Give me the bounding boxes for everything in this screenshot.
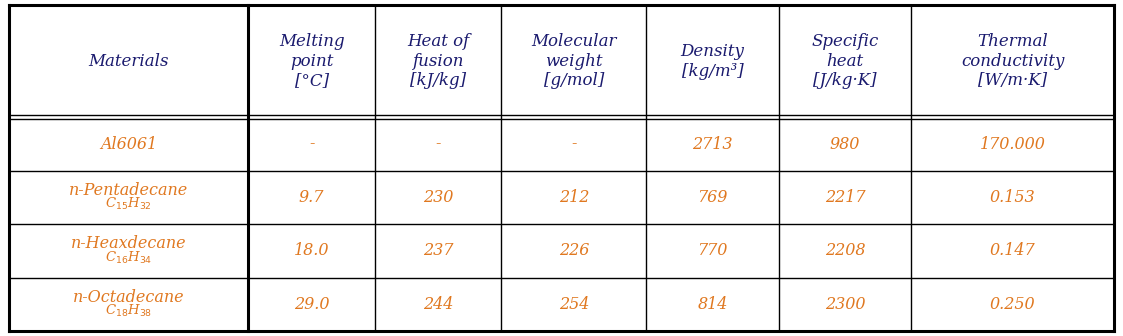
Text: -: -: [572, 135, 576, 153]
Text: Density
[kg/m³]: Density [kg/m³]: [681, 43, 745, 80]
Text: 2300: 2300: [825, 296, 866, 313]
Text: Specific
heat
[J/kg·K]: Specific heat [J/kg·K]: [812, 33, 879, 89]
Text: 814: 814: [697, 296, 728, 313]
Text: 254: 254: [558, 296, 588, 313]
Text: 0.147: 0.147: [989, 242, 1035, 259]
Text: n-Pentadecane: n-Pentadecane: [70, 182, 189, 199]
Text: Heat of
fusion
[kJ/kg]: Heat of fusion [kJ/kg]: [407, 33, 469, 89]
Text: 2713: 2713: [692, 135, 733, 153]
Text: n-Heaxdecane: n-Heaxdecane: [71, 235, 186, 252]
Text: -: -: [436, 135, 441, 153]
Text: 2217: 2217: [825, 189, 866, 206]
Text: 770: 770: [697, 242, 728, 259]
Text: 29.0: 29.0: [294, 296, 329, 313]
Text: 9.7: 9.7: [299, 189, 325, 206]
Text: 980: 980: [830, 135, 860, 153]
Text: Materials: Materials: [89, 53, 168, 70]
Text: Molecular
weight
[g/mol]: Molecular weight [g/mol]: [531, 33, 617, 89]
Text: 230: 230: [423, 189, 454, 206]
Text: Al6061: Al6061: [100, 135, 157, 153]
Text: 226: 226: [558, 242, 588, 259]
Text: 244: 244: [423, 296, 454, 313]
Text: C$_{15}$H$_{32}$: C$_{15}$H$_{32}$: [106, 196, 152, 212]
Text: C$_{18}$H$_{38}$: C$_{18}$H$_{38}$: [106, 303, 153, 319]
Text: 237: 237: [423, 242, 454, 259]
Text: Melting
point
[°C]: Melting point [°C]: [279, 33, 345, 89]
Text: 769: 769: [697, 189, 728, 206]
Text: Thermal
conductivity
[W/m·K]: Thermal conductivity [W/m·K]: [961, 33, 1065, 89]
Text: n-Octadecane: n-Octadecane: [73, 289, 184, 306]
Text: -: -: [309, 135, 314, 153]
Text: 0.250: 0.250: [989, 296, 1035, 313]
Text: 170.000: 170.000: [979, 135, 1046, 153]
Text: 18.0: 18.0: [294, 242, 329, 259]
Text: 212: 212: [558, 189, 588, 206]
Text: 2208: 2208: [825, 242, 866, 259]
Text: 0.153: 0.153: [989, 189, 1035, 206]
Text: C$_{16}$H$_{34}$: C$_{16}$H$_{34}$: [106, 250, 153, 266]
